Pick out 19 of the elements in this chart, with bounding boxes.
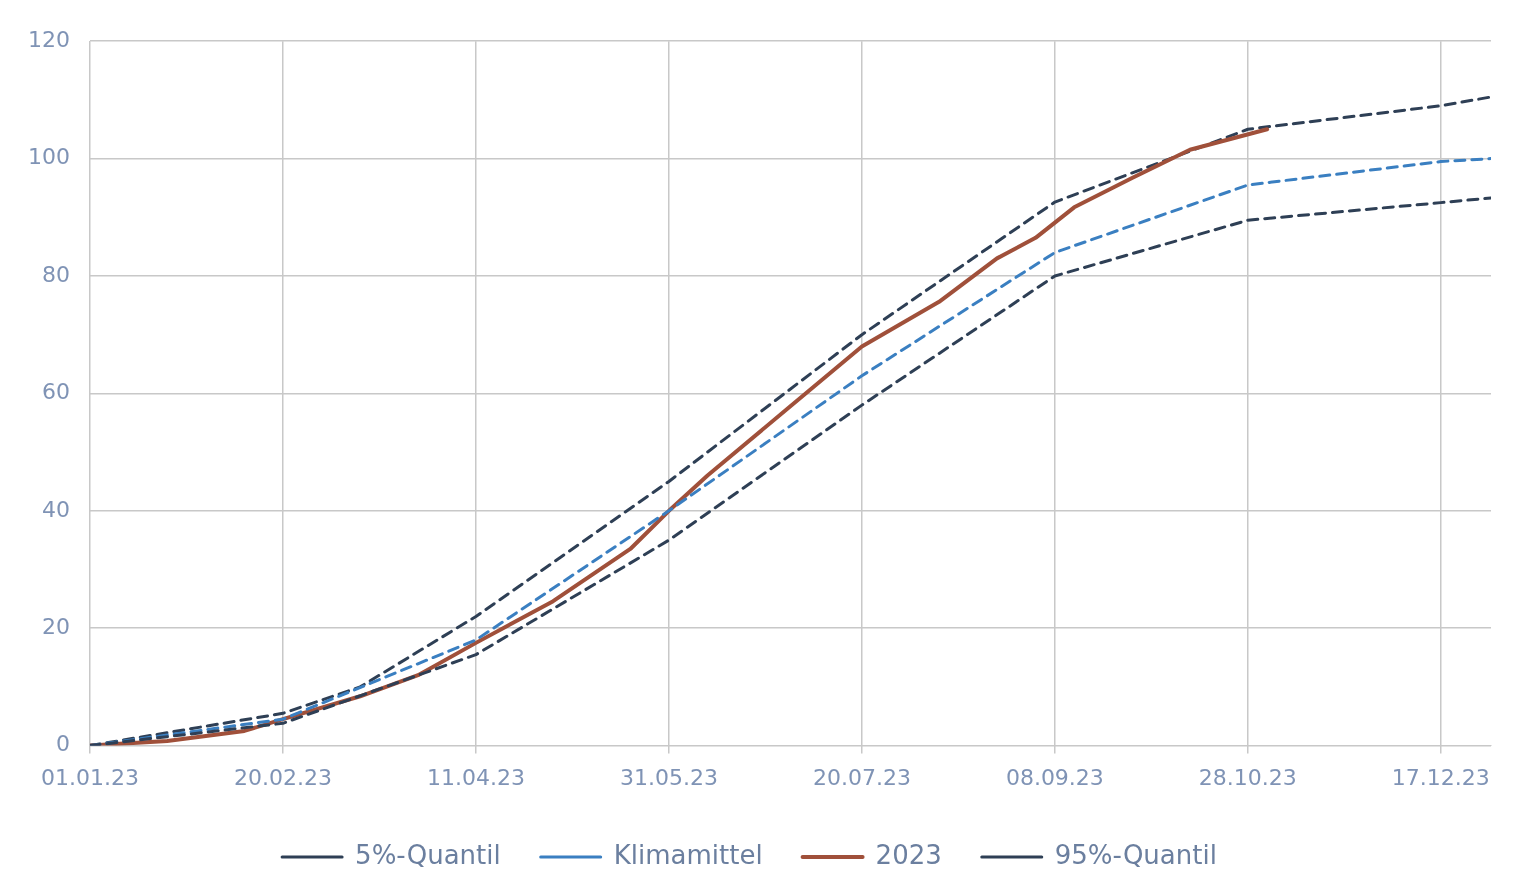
legend-label: 95%-Quantil [1054, 839, 1217, 870]
x-tick-label: 31.05.23 [619, 764, 718, 790]
x-tick-label: 20.07.23 [812, 764, 911, 790]
x-tick-label: 01.01.23 [41, 764, 139, 790]
y-tick-label: 120 [27, 26, 70, 52]
y-tick-label: 60 [41, 379, 70, 405]
x-tick-label: 17.12.23 [1391, 764, 1490, 790]
x-tick-label: 28.10.23 [1198, 764, 1297, 790]
y-tick-label: 100 [27, 144, 70, 170]
y-tick-label: 40 [41, 496, 70, 522]
legend-label: Klimamittel [613, 839, 763, 870]
y-tick-label: 0 [55, 731, 70, 757]
y-tick-label: 80 [41, 261, 70, 287]
x-tick-label: 20.02.23 [233, 764, 332, 790]
x-tick-label: 11.04.23 [426, 764, 525, 790]
y-tick-label: 20 [41, 613, 70, 639]
legend-label: 2023 [875, 839, 942, 870]
x-tick-label: 08.09.23 [1005, 764, 1104, 790]
legend-label: 5%-Quantil [355, 839, 501, 870]
